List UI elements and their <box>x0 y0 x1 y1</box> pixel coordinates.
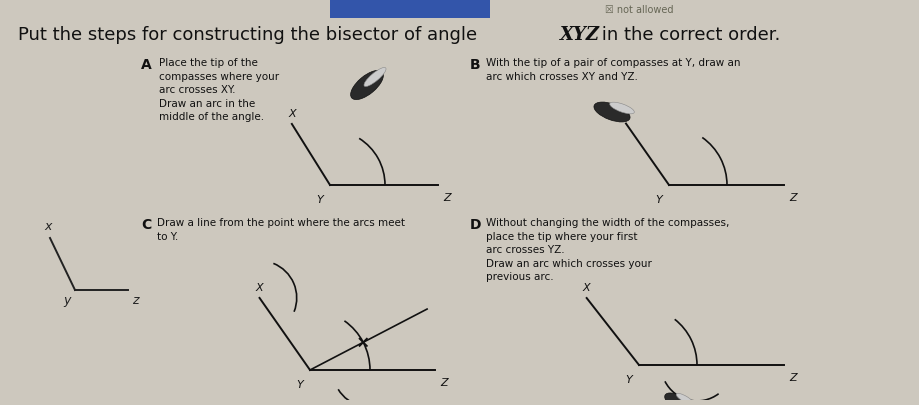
Text: in the correct order.: in the correct order. <box>596 26 780 44</box>
Text: Draw a line from the point where the arcs meet
to Y.: Draw a line from the point where the arc… <box>157 218 405 242</box>
Ellipse shape <box>351 70 383 100</box>
Text: x: x <box>44 220 51 233</box>
FancyBboxPatch shape <box>330 0 490 18</box>
Text: X: X <box>288 109 296 119</box>
Text: z: z <box>132 294 139 307</box>
Ellipse shape <box>676 393 694 405</box>
Text: Place the tip of the
compasses where your
arc crosses XY.
Draw an arc in the
mid: Place the tip of the compasses where you… <box>159 58 279 122</box>
Text: D: D <box>470 218 482 232</box>
Text: C: C <box>141 218 152 232</box>
Text: B: B <box>470 58 481 72</box>
Text: Z: Z <box>440 378 448 388</box>
Text: XYZ: XYZ <box>560 26 600 44</box>
Text: X: X <box>255 283 264 293</box>
Text: With the tip of a pair of compasses at Y, draw an
arc which crosses XY and YZ.: With the tip of a pair of compasses at Y… <box>486 58 741 81</box>
Text: Without changing the width of the compasses,
place the tip where your first
arc : Without changing the width of the compas… <box>486 218 730 282</box>
Text: X: X <box>583 283 591 293</box>
Text: X: X <box>622 109 630 119</box>
Text: Z: Z <box>789 193 797 203</box>
Text: y: y <box>63 294 71 307</box>
Text: Y: Y <box>297 380 303 390</box>
Text: Y: Y <box>655 195 663 205</box>
Text: Z: Z <box>443 193 450 203</box>
Text: Y: Y <box>626 375 632 385</box>
Text: Y: Y <box>317 195 323 205</box>
Text: Put the steps for constructing the bisector of angle: Put the steps for constructing the bisec… <box>18 26 482 44</box>
Ellipse shape <box>364 68 386 87</box>
Text: Z: Z <box>789 373 797 383</box>
Ellipse shape <box>609 102 634 114</box>
Text: ☒ not allowed: ☒ not allowed <box>605 5 674 15</box>
Ellipse shape <box>594 102 630 122</box>
Text: A: A <box>141 58 152 72</box>
Ellipse shape <box>664 393 693 405</box>
